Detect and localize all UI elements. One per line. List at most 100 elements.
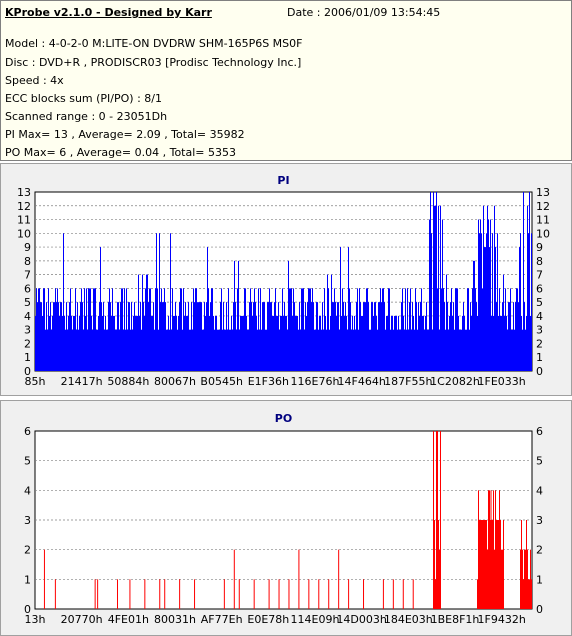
po-bar <box>328 579 330 609</box>
pi-bar <box>466 329 467 371</box>
x-tick-label: 80031h <box>154 613 196 626</box>
po-bar <box>338 549 340 609</box>
pi-bar <box>423 315 424 371</box>
pi-bar <box>336 315 337 371</box>
pi-bar <box>395 315 396 371</box>
y-tick-label-left: 5 <box>24 296 31 309</box>
pi-bar <box>152 315 153 371</box>
pi-bar <box>194 302 195 371</box>
pi-bar <box>443 288 444 371</box>
pi-bar <box>477 315 478 371</box>
pi-bar <box>176 315 177 371</box>
y-tick-label-left: 8 <box>24 255 31 268</box>
pi-bar <box>153 302 154 371</box>
pi-bar <box>410 288 411 371</box>
pi-bar <box>414 329 415 371</box>
y-tick-label-left: 10 <box>17 227 31 240</box>
y-tick-label-left: 4 <box>24 484 31 497</box>
pi-bar <box>290 288 291 371</box>
pi-bar <box>470 302 471 371</box>
pi-bar <box>288 260 289 371</box>
pi-bar <box>135 315 136 371</box>
pi-bar <box>232 329 233 371</box>
pi-bar <box>227 329 228 371</box>
pi-bar <box>76 329 77 371</box>
po-bar <box>525 549 526 609</box>
pi-bar <box>298 329 299 371</box>
pi-bar <box>507 329 508 371</box>
pi-bar <box>348 247 349 371</box>
pi-bar <box>251 302 252 371</box>
po-bar <box>521 520 522 609</box>
pi-bar <box>129 302 130 371</box>
pi-bar <box>396 315 397 371</box>
pi-bar <box>355 329 356 371</box>
pi-bar <box>219 329 220 371</box>
pi-bar <box>145 288 146 371</box>
pi-bar <box>372 302 373 371</box>
pi-bar <box>380 288 381 371</box>
pi-bar <box>482 288 483 371</box>
pi-bar <box>453 302 454 371</box>
pi-bar <box>112 288 113 371</box>
pi-bar <box>198 302 199 371</box>
po-bar <box>434 520 435 609</box>
pi-bar <box>133 315 134 371</box>
pi-bar <box>141 329 142 371</box>
pi-bar <box>243 315 244 371</box>
pi-summary: PI Max= 13 , Average= 2.09 , Total= 3598… <box>5 128 245 141</box>
pi-bar <box>275 288 276 371</box>
pi-bar <box>401 302 402 371</box>
pi-bar <box>339 329 340 371</box>
pi-bar <box>446 274 447 371</box>
pi-bar <box>365 302 366 371</box>
pi-bar <box>258 288 259 371</box>
pi-bar <box>272 315 273 371</box>
pi-bar <box>524 302 525 371</box>
po-bar <box>495 490 496 609</box>
pi-bar <box>45 329 46 371</box>
pi-bar <box>503 274 504 371</box>
y-tick-label-left: 11 <box>17 214 31 227</box>
po-bar <box>529 579 530 609</box>
x-tick-label: 184E03h <box>384 613 433 626</box>
pi-bar <box>215 315 216 371</box>
po-bar <box>363 579 365 609</box>
po-bar <box>440 431 441 609</box>
pi-bar <box>381 302 382 371</box>
pi-bar <box>323 329 324 371</box>
pi-bar <box>56 302 57 371</box>
pi-bar <box>168 315 169 371</box>
pi-bar <box>511 329 512 371</box>
pi-bar <box>67 329 68 371</box>
po-bar <box>503 520 504 609</box>
pi-bar <box>431 233 432 371</box>
pi-bar <box>174 315 175 371</box>
pi-bar <box>109 288 110 371</box>
pi-bar <box>120 302 121 371</box>
pi-bar <box>274 302 275 371</box>
pi-bar <box>486 233 487 371</box>
pi-bar <box>132 329 133 371</box>
pi-bar <box>209 315 210 371</box>
pi-bar <box>58 302 59 371</box>
pi-bar <box>41 302 42 371</box>
pi-bar <box>324 288 325 371</box>
pi-bar <box>492 233 493 371</box>
po-bar <box>298 549 300 609</box>
pi-bar <box>335 302 336 371</box>
po-bar <box>479 520 480 609</box>
po-bar <box>43 549 45 609</box>
pi-bar <box>321 329 322 371</box>
po-bar <box>502 549 503 609</box>
pi-bar <box>207 247 208 371</box>
pi-bar <box>358 329 359 371</box>
pi-bar <box>69 302 70 371</box>
pi-bar <box>37 302 38 371</box>
pi-bar <box>426 302 427 371</box>
pi-bar <box>283 315 284 371</box>
pi-bar <box>138 274 139 371</box>
pi-bar <box>105 315 106 371</box>
x-tick-label: 114E09h <box>291 613 340 626</box>
pi-bar <box>254 288 255 371</box>
